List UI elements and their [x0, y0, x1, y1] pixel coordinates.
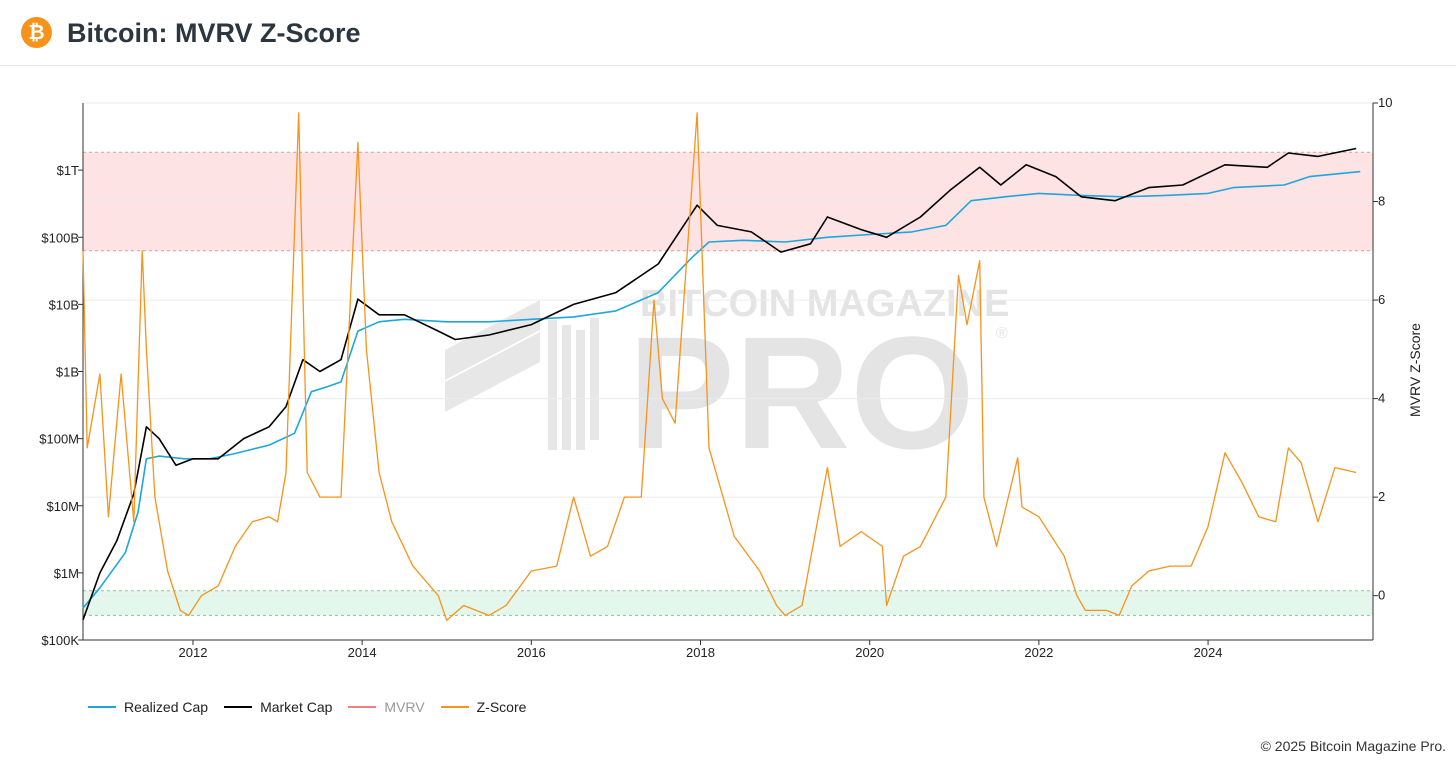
copyright-text: © 2025 Bitcoin Magazine Pro. — [1260, 738, 1446, 754]
header-bar: ₿ Bitcoin: MVRV Z-Score — [0, 0, 1456, 66]
x-tick-label: 2018 — [686, 645, 715, 660]
watermark: BITCOIN MAGAZINE PRO ® — [445, 283, 1009, 482]
legend-swatch — [224, 706, 253, 708]
page-title: Bitcoin: MVRV Z-Score — [67, 18, 361, 48]
series-lines — [82, 112, 1361, 621]
y-right-tick-label: 10 — [1378, 95, 1392, 110]
chart-legend: Realized Cap Market Cap MVRV Z-Score — [88, 699, 526, 715]
x-tick-label: 2022 — [1024, 645, 1053, 660]
y-left-tick-label: $100M — [39, 432, 79, 447]
legend-label: MVRV — [384, 699, 425, 715]
axes: 0 2 4 6 8 10 $100K $1M $10M $100M $1B $10B $100B $1T 2… — [39, 95, 1392, 660]
bitcoin-logo-icon: ₿ — [21, 17, 52, 48]
legend-swatch — [440, 706, 469, 708]
y-left-tick-label: $1B — [56, 365, 79, 380]
zone-band-1 — [83, 590, 1373, 616]
x-tick-label: 2016 — [517, 645, 546, 660]
legend-item-market-cap[interactable]: Market Cap — [224, 699, 332, 715]
y-left-tick-label: $100K — [41, 633, 79, 648]
y-left-tick-label: $10B — [49, 297, 79, 312]
y-left-tick-label: $1T — [57, 163, 79, 178]
y-left-tick-label: $10M — [46, 499, 79, 514]
x-tick-label: 2020 — [855, 645, 884, 660]
watermark-line2: PRO — [628, 303, 975, 482]
y-right-tick-label: 4 — [1378, 391, 1385, 406]
x-tick-label: 2024 — [1194, 645, 1223, 660]
legend-item-realized-cap[interactable]: Realized Cap — [88, 699, 208, 715]
grid-lines — [83, 102, 1373, 597]
y-right-axis-label: MVRV Z-Score — [1407, 323, 1423, 417]
y-left-tick-label: $1M — [54, 566, 79, 581]
legend-item-z-score[interactable]: Z-Score — [440, 699, 527, 715]
x-tick-label: 2014 — [348, 645, 377, 660]
y-right-tick-label: 2 — [1378, 489, 1385, 504]
watermark-line1: BITCOIN MAGAZINE — [640, 283, 1009, 325]
watermark-registered: ® — [996, 325, 1008, 342]
y-left-tick-label: $100B — [41, 230, 79, 245]
legend-label: Market Cap — [260, 699, 333, 715]
z-score-line — [82, 112, 1357, 621]
x-tick-label: 2012 — [179, 645, 208, 660]
legend-swatch — [88, 706, 116, 708]
legend-label: Z-Score — [476, 699, 527, 715]
legend-item-mvrv[interactable]: MVRV — [348, 699, 425, 715]
legend-label: Realized Cap — [124, 699, 209, 715]
y-right-tick-label: 0 — [1378, 588, 1385, 603]
market-cap-line — [82, 147, 1357, 621]
y-right-tick-label: 8 — [1378, 194, 1385, 209]
y-right-tick-label: 6 — [1378, 292, 1385, 307]
legend-swatch — [348, 706, 377, 708]
